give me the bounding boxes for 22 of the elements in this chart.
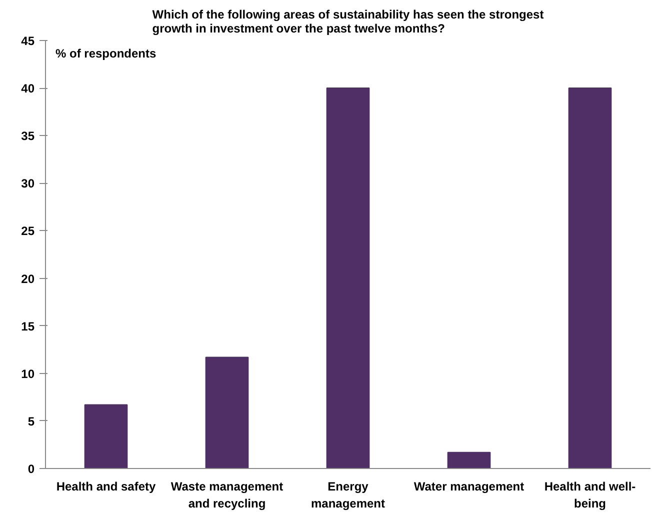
y-tick-label: 20 [21,272,35,286]
bar [84,404,128,468]
bar [447,452,491,468]
y-tick-label: 25 [21,224,35,238]
x-tick-label: Health and safety [56,480,156,494]
bar [326,88,370,468]
y-tick-label: 35 [21,129,35,144]
y-tick-label: 10 [21,366,35,381]
bar [568,88,612,468]
chart-title: Which of the following areas of sustainability has seen the strongest growth in investment over the past twelve months? [152,8,544,36]
x-tick-label: Water management [414,480,524,494]
y-tick-label: 5 [28,414,35,428]
y-tick-label: 0 [28,462,35,476]
y-tick-label: 15 [21,319,35,334]
y-tick-label: 45 [21,34,35,48]
x-tick-label: Waste management and recycling [170,480,284,510]
x-tick-label: Health and well- being [544,480,636,510]
bar [205,356,249,468]
y-axis-title: % of respondents [56,46,156,60]
y-tick-label: 30 [21,176,35,191]
y-tick-label: 40 [21,82,35,96]
x-tick-label: Energy management [310,480,386,510]
